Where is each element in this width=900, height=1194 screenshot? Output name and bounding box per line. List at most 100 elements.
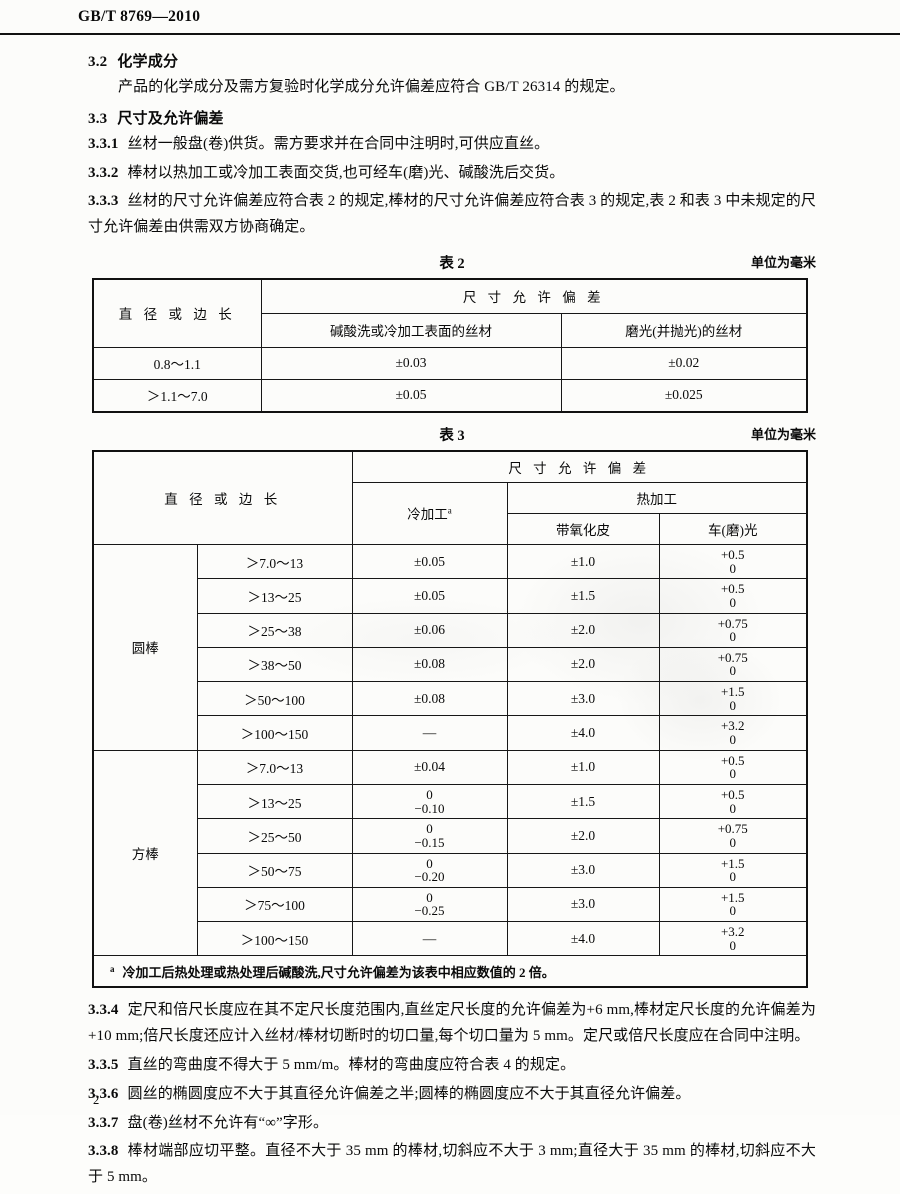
table-3-size-s3: ＞50～75 (196, 852, 353, 888)
document-content: 3.2 化学成分 产品的化学成分及需方复验时化学成分允许偏差应符合 GB/T 26… (88, 44, 816, 1194)
clause-text-3-3-8: 棒材端部应切平整。直径不大于 35 mm 的棒材,切斜应不大于 3 mm;直径大… (88, 1143, 816, 1186)
table-3-hotscale-s4: ±3.0 (506, 886, 660, 923)
table-3-size-r4: ＞50～100 (196, 681, 353, 717)
hot-turned-upper: +0.75 (717, 615, 748, 631)
footnote-marker-a: a (110, 963, 115, 974)
table-3-size-s0: ＞7.0～13 (196, 749, 353, 785)
table-row: ＞75～100 0 −0.25 ±3.0 +1.5 0 (93, 886, 808, 923)
clause-number-3-3-7: 3.3.7 (88, 1114, 119, 1131)
table-3-size-s4: ＞75～100 (196, 886, 353, 923)
table-2-caption: 表 2 (439, 255, 465, 272)
table-2-header-row-1: 直 径 或 边 长 尺 寸 允 许 偏 差 (92, 278, 808, 348)
clauses-after-tables: 3.3.4 定尺和倍尺长度应在其不定尺长度范围内,直丝定尺长度的允许偏差为+6 m… (88, 998, 816, 1191)
table-3-header-cold-work-label: 冷加工 (407, 507, 448, 523)
table-3-unit-note: 单位为毫米 (750, 426, 816, 442)
table-3-hotscale-r0: ±1.0 (506, 543, 660, 580)
table-2-acid-1: ±0.05 (260, 378, 562, 413)
hot-turned-upper: +0.5 (720, 752, 745, 768)
table-3-footnote-text: 冷加工后热处理或热处理后碱酸洗,尺寸允许偏差为该表中相应数值的 2 倍。 (122, 964, 555, 980)
paragraph-3-3-3: 3.3.3 丝材的尺寸允许偏差应符合表 2 的规定,棒材的尺寸允许偏差应符合表 3… (88, 189, 816, 241)
hot-turned-upper: +0.75 (717, 649, 748, 665)
header-divider-rule (0, 33, 900, 35)
table-3-hotturned-s5: +3.2 0 (658, 921, 808, 957)
table-3-hotscale-r5: ±4.0 (506, 715, 660, 751)
table-3-hotscale-r4: ±3.0 (506, 681, 660, 717)
table-3-header-hot-with-scale: 带氧化皮 (506, 512, 660, 545)
table-3-size-r3: ＞38～50 (196, 646, 353, 683)
hot-turned-lower: 0 (729, 697, 737, 713)
hot-turned-lower: 0 (729, 800, 737, 816)
table-3-cold-r3: ±0.08 (351, 646, 508, 683)
hot-turned-upper: +3.2 (720, 718, 745, 734)
table-3-footnote-cell: a 冷加工后热处理或热处理后碱酸洗,尺寸允许偏差为该表中相应数值的 2 倍。 (92, 955, 808, 988)
table-3-cold-s1: 0 −0.10 (351, 783, 508, 820)
hot-turned-upper: +0.5 (720, 581, 745, 597)
section-title-3-2: 化学成分 (117, 54, 179, 70)
table-3-hotscale-s5: ±4.0 (506, 921, 660, 957)
table-3-cold-r4: ±0.08 (351, 681, 508, 717)
table-3-hotscale-r2: ±2.0 (506, 612, 660, 648)
table-row: ＞38～50 ±0.08 ±2.0 +0.75 0 (93, 646, 808, 683)
table-3-cold-r2: ±0.06 (351, 612, 508, 648)
table-row: 圆棒 ＞7.0～13 ±0.05 ±1.0 +0.5 0 (92, 543, 808, 751)
table-3-hotturned-r4: +1.5 0 (658, 681, 808, 717)
hot-turned-lower: 0 (729, 766, 737, 782)
clause-number-3-3-5: 3.3.5 (88, 1056, 119, 1073)
hot-turned-lower: 0 (729, 594, 737, 610)
clause-text-3-3-3: 丝材的尺寸允许偏差应符合表 2 的规定,棒材的尺寸允许偏差应符合表 3 的规定,… (88, 193, 816, 236)
table-3-cold-r5: — (351, 715, 508, 751)
hot-turned-lower: 0 (729, 732, 737, 748)
table-3-size-r2: ＞25～38 (196, 612, 353, 648)
table-3-header-diameter: 直 径 或 边 长 (92, 450, 353, 545)
paragraph-3-3-7: 3.3.7 盘(卷)丝材不允许有“∞”字形。 (88, 1111, 816, 1137)
hot-turned-upper: +3.2 (720, 924, 745, 940)
table-2-unit-note: 单位为毫米 (750, 254, 816, 270)
table-3-size-r0: ＞7.0～13 (196, 543, 353, 580)
section-heading-3-3: 3.3 尺寸及允许偏差 (88, 107, 816, 128)
table-row: ＞1.1～7.0 ±0.05 ±0.025 (92, 378, 808, 413)
table-3-cold-r0: ±0.05 (351, 543, 508, 580)
table-row: ＞13～25 0 −0.10 ±1.5 +0.5 0 (93, 783, 808, 820)
table-3-hotturned-r2: +0.75 0 (658, 612, 808, 648)
hot-turned-upper: +1.5 (720, 684, 745, 700)
table-2-header-tolerance-group: 尺 寸 允 许 偏 差 (260, 278, 808, 314)
table-row: ＞50～75 0 −0.20 ±3.0 +1.5 0 (93, 852, 808, 888)
paragraph-3-3-5: 3.3.5 直丝的弯曲度不得大于 5 mm/m。棒材的弯曲度应符合表 4 的规定。 (88, 1053, 816, 1079)
table-2-polished-1: ±0.025 (560, 378, 808, 413)
cold-lower: −0.15 (414, 834, 445, 850)
table-3-cold-s2: 0 −0.15 (351, 818, 508, 854)
cold-lower: −0.25 (414, 903, 445, 919)
paragraph-3-3-4: 3.3.4 定尺和倍尺长度应在其不定尺长度范围内,直丝定尺长度的允许偏差为+6 m… (88, 998, 816, 1050)
table-3-size-r1: ＞13～25 (196, 578, 353, 614)
paragraph-3-3-1: 3.3.1 丝材一般盘(卷)供货。需方要求并在合同中注明时,可供应直丝。 (88, 132, 816, 158)
table-3-footnote-row: a 冷加工后热处理或热处理后碱酸洗,尺寸允许偏差为该表中相应数值的 2 倍。 (92, 955, 808, 988)
table-3-header-row-3: 带氧化皮 车(磨)光 (93, 512, 808, 545)
cold-lower: −0.20 (414, 869, 445, 885)
page-number: 2 (93, 1093, 100, 1107)
section-heading-3-2: 3.2 化学成分 (88, 50, 816, 71)
table-3-hotscale-s0: ±1.0 (506, 749, 660, 785)
table-3-hotturned-s4: +1.5 0 (658, 886, 808, 923)
hot-turned-lower: 0 (729, 629, 737, 645)
paragraph-3-3-2: 3.3.2 棒材以热加工或冷加工表面交货,也可经车(磨)光、碱酸洗后交货。 (88, 161, 816, 187)
table-3-cold-s5: — (351, 921, 508, 957)
clause-text-3-3-7: 盘(卷)丝材不允许有“∞”字形。 (127, 1114, 329, 1131)
table-2-acid-0: ±0.03 (260, 346, 562, 380)
table-row: ＞100～150 — ±4.0 +3.2 0 (93, 921, 808, 957)
table-2-header-row-2: 碱酸洗或冷加工表面的丝材 磨光(并抛光)的丝材 (93, 312, 808, 348)
cold-upper: 0 (426, 889, 433, 905)
hot-turned-lower: 0 (729, 869, 737, 885)
section-title-3-3: 尺寸及允许偏差 (117, 110, 224, 127)
table-3-hotscale-r3: ±2.0 (506, 646, 660, 683)
hot-turned-upper: +0.75 (717, 821, 748, 837)
table-3-header-cold-work: 冷加工a (351, 481, 508, 545)
table-3-hotscale-s2: ±2.0 (506, 818, 660, 854)
table-3-hotturned-r0: +0.5 0 (658, 543, 808, 580)
table-3-hotscale-r1: ±1.5 (506, 578, 660, 614)
table-3-hotscale-s1: ±1.5 (506, 783, 660, 820)
cold-lower: −0.10 (414, 800, 445, 816)
paragraph-3-2-body: 产品的化学成分及需方复验时化学成分允许偏差应符合 GB/T 26314 的规定。 (118, 79, 625, 95)
table-3-cold-s3: 0 −0.20 (351, 852, 508, 888)
table-2-size-0: 0.8～1.1 (92, 346, 262, 380)
